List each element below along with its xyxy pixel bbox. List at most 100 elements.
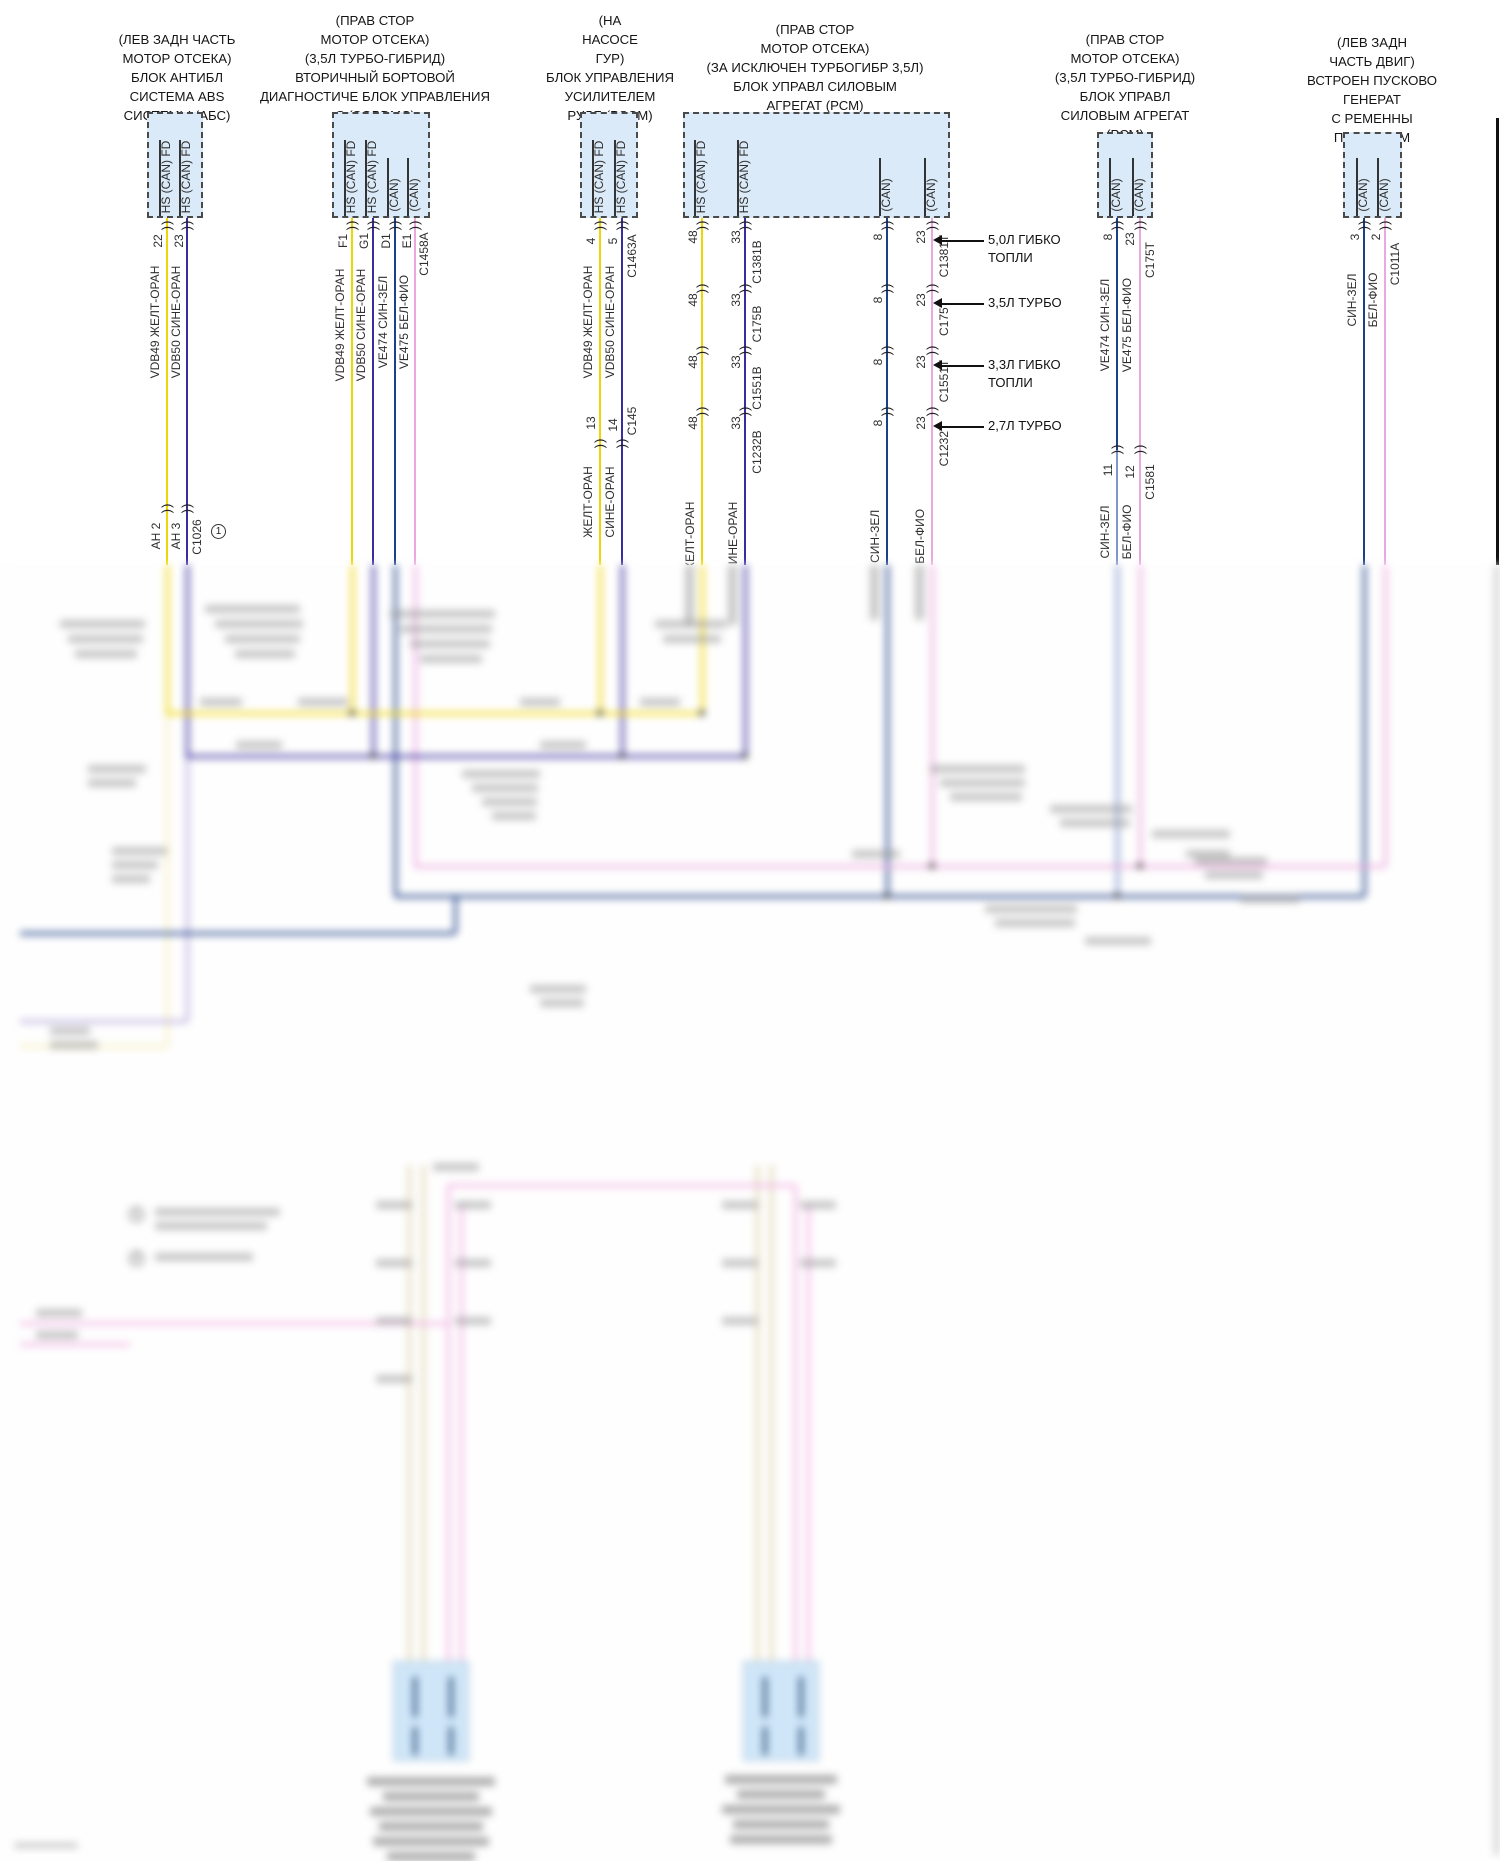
blur-text-blob xyxy=(722,1201,758,1209)
blur-text-blob xyxy=(390,610,495,618)
pin-label: HS (CAN) FD xyxy=(737,140,751,214)
pin-label: (CAN) xyxy=(1356,178,1370,212)
wire xyxy=(1383,218,1387,565)
blur-text-blob xyxy=(455,1201,491,1209)
diagram-sharp-area: (ЛЕВ ЗАДН ЧАСТЬ МОТОР ОТСЕКА) БЛОК АНТИБ… xyxy=(0,0,1500,565)
blur-box-tick xyxy=(413,1727,417,1755)
blur-wire xyxy=(185,756,189,1021)
module-header: (ПРАВ СТОР МОТОР ОТСЕКА) (3,5Л ТУРБО-ГИБ… xyxy=(259,13,491,123)
blur-text-blob xyxy=(655,620,727,628)
inline-connector-arc-icon: (( xyxy=(926,406,941,418)
blur-caption-blob xyxy=(367,1777,495,1786)
wire xyxy=(885,218,889,565)
wire-name-label: VE474 СИН-ЗЕЛ xyxy=(1098,278,1112,372)
pin-id: D1 xyxy=(379,233,393,249)
pin-id: 8 xyxy=(871,358,885,366)
pin-stub xyxy=(407,158,409,216)
blur-wire xyxy=(371,565,375,756)
wire xyxy=(350,218,354,565)
module-box xyxy=(1097,132,1153,218)
pin-stub xyxy=(1377,158,1379,216)
blur-box-tick xyxy=(763,1727,767,1755)
blur-wire xyxy=(395,894,1364,898)
blur-label-blob xyxy=(728,565,737,625)
pin-stub xyxy=(592,140,594,216)
inline-connector-label: 12 xyxy=(1123,465,1137,479)
blur-box-tick xyxy=(449,1727,453,1755)
blur-text-blob xyxy=(298,698,348,706)
pin-id: 3 xyxy=(1348,233,1362,241)
engine-variant-label: 3,3Л ГИБКО ТОПЛИ xyxy=(988,357,1061,390)
blur-text-blob xyxy=(236,741,282,749)
blur-text-blob xyxy=(1085,937,1151,945)
blur-text-blob xyxy=(640,698,680,706)
pin-label: HS (CAN) FD xyxy=(159,140,173,214)
module-box xyxy=(683,112,950,218)
blur-wire xyxy=(598,565,602,713)
circled-note-number: 1 xyxy=(211,524,226,539)
inline-connector-arc-icon: (( xyxy=(1111,220,1126,232)
pin-id: E1 xyxy=(400,233,414,249)
pin-id: 8 xyxy=(1101,233,1115,241)
blur-wire xyxy=(421,1165,425,1661)
wire-name-label: VDB50 СИНЕ-ОРАН xyxy=(354,268,368,382)
blur-text-blob xyxy=(663,635,721,643)
blur-text-blob xyxy=(520,698,560,706)
pin-id: 4 xyxy=(584,237,598,245)
blur-text-blob xyxy=(455,1317,491,1325)
wire xyxy=(371,218,375,565)
blur-text-blob xyxy=(36,1309,82,1317)
engine-variant-label: 5,0Л ГИБКО ТОПЛИ xyxy=(988,232,1061,265)
inline-connector-arc-icon: (( xyxy=(696,283,711,295)
pin-label: (CAN) xyxy=(924,178,938,212)
blur-text-blob xyxy=(410,640,490,648)
blur-text-blob xyxy=(112,847,167,855)
blur-caption-blob xyxy=(733,1820,829,1829)
pin-stub xyxy=(614,140,616,216)
blur-text-blob xyxy=(852,850,900,858)
pin-label: HS (CAN) FD xyxy=(365,140,379,214)
pin-id: 2 xyxy=(1369,233,1383,241)
module-box xyxy=(147,112,203,218)
pin-stub xyxy=(924,158,926,216)
blur-text-blob xyxy=(433,1163,479,1171)
inline-connector-arc-icon: (( xyxy=(1358,220,1373,232)
connector-label: C175B xyxy=(750,305,764,343)
arrow-head-icon xyxy=(933,360,942,370)
blur-connector-box xyxy=(743,1661,819,1761)
blur-text-blob xyxy=(200,698,242,706)
blur-text-blob xyxy=(995,919,1075,927)
pin-stub xyxy=(1356,158,1358,216)
wire xyxy=(700,218,704,565)
inline-connector-arc-icon: (( xyxy=(389,220,404,232)
blur-text-blob xyxy=(1152,830,1230,838)
blur-wire xyxy=(806,1205,810,1661)
blur-wire xyxy=(930,565,934,866)
pin-stub xyxy=(159,140,161,216)
blur-wire xyxy=(165,565,169,713)
pin-label: (CAN) xyxy=(1132,178,1146,212)
inline-connector-arc-icon: (( xyxy=(739,220,754,232)
arrow-head-icon xyxy=(933,421,942,431)
blur-wire xyxy=(166,711,702,715)
blur-text-blob xyxy=(75,650,137,658)
blur-text-blob xyxy=(1195,857,1267,865)
wire xyxy=(1115,218,1119,450)
blur-caption-blob xyxy=(373,1837,489,1846)
blur-text-blob xyxy=(1240,895,1300,903)
inline-connector-arc-icon: (( xyxy=(1134,444,1149,456)
inline-connector-arc-icon: (( xyxy=(594,438,609,450)
blur-wire xyxy=(20,1342,130,1346)
pin-id: 8 xyxy=(871,296,885,304)
blur-text-blob xyxy=(540,999,584,1007)
connector-label: C1232B xyxy=(750,430,764,474)
blur-box-tick xyxy=(799,1677,803,1717)
blur-text-blob xyxy=(205,605,300,613)
blur-text-blob xyxy=(985,905,1077,913)
inline-connector-arc-icon: (( xyxy=(739,406,754,418)
blur-text-blob xyxy=(722,1317,758,1325)
wire-name-label: VDB49 ЖЕЛТ-ОРАН xyxy=(683,501,697,565)
blur-wire xyxy=(1494,565,1498,1855)
wire xyxy=(185,218,189,565)
blur-text-blob xyxy=(50,1041,98,1049)
